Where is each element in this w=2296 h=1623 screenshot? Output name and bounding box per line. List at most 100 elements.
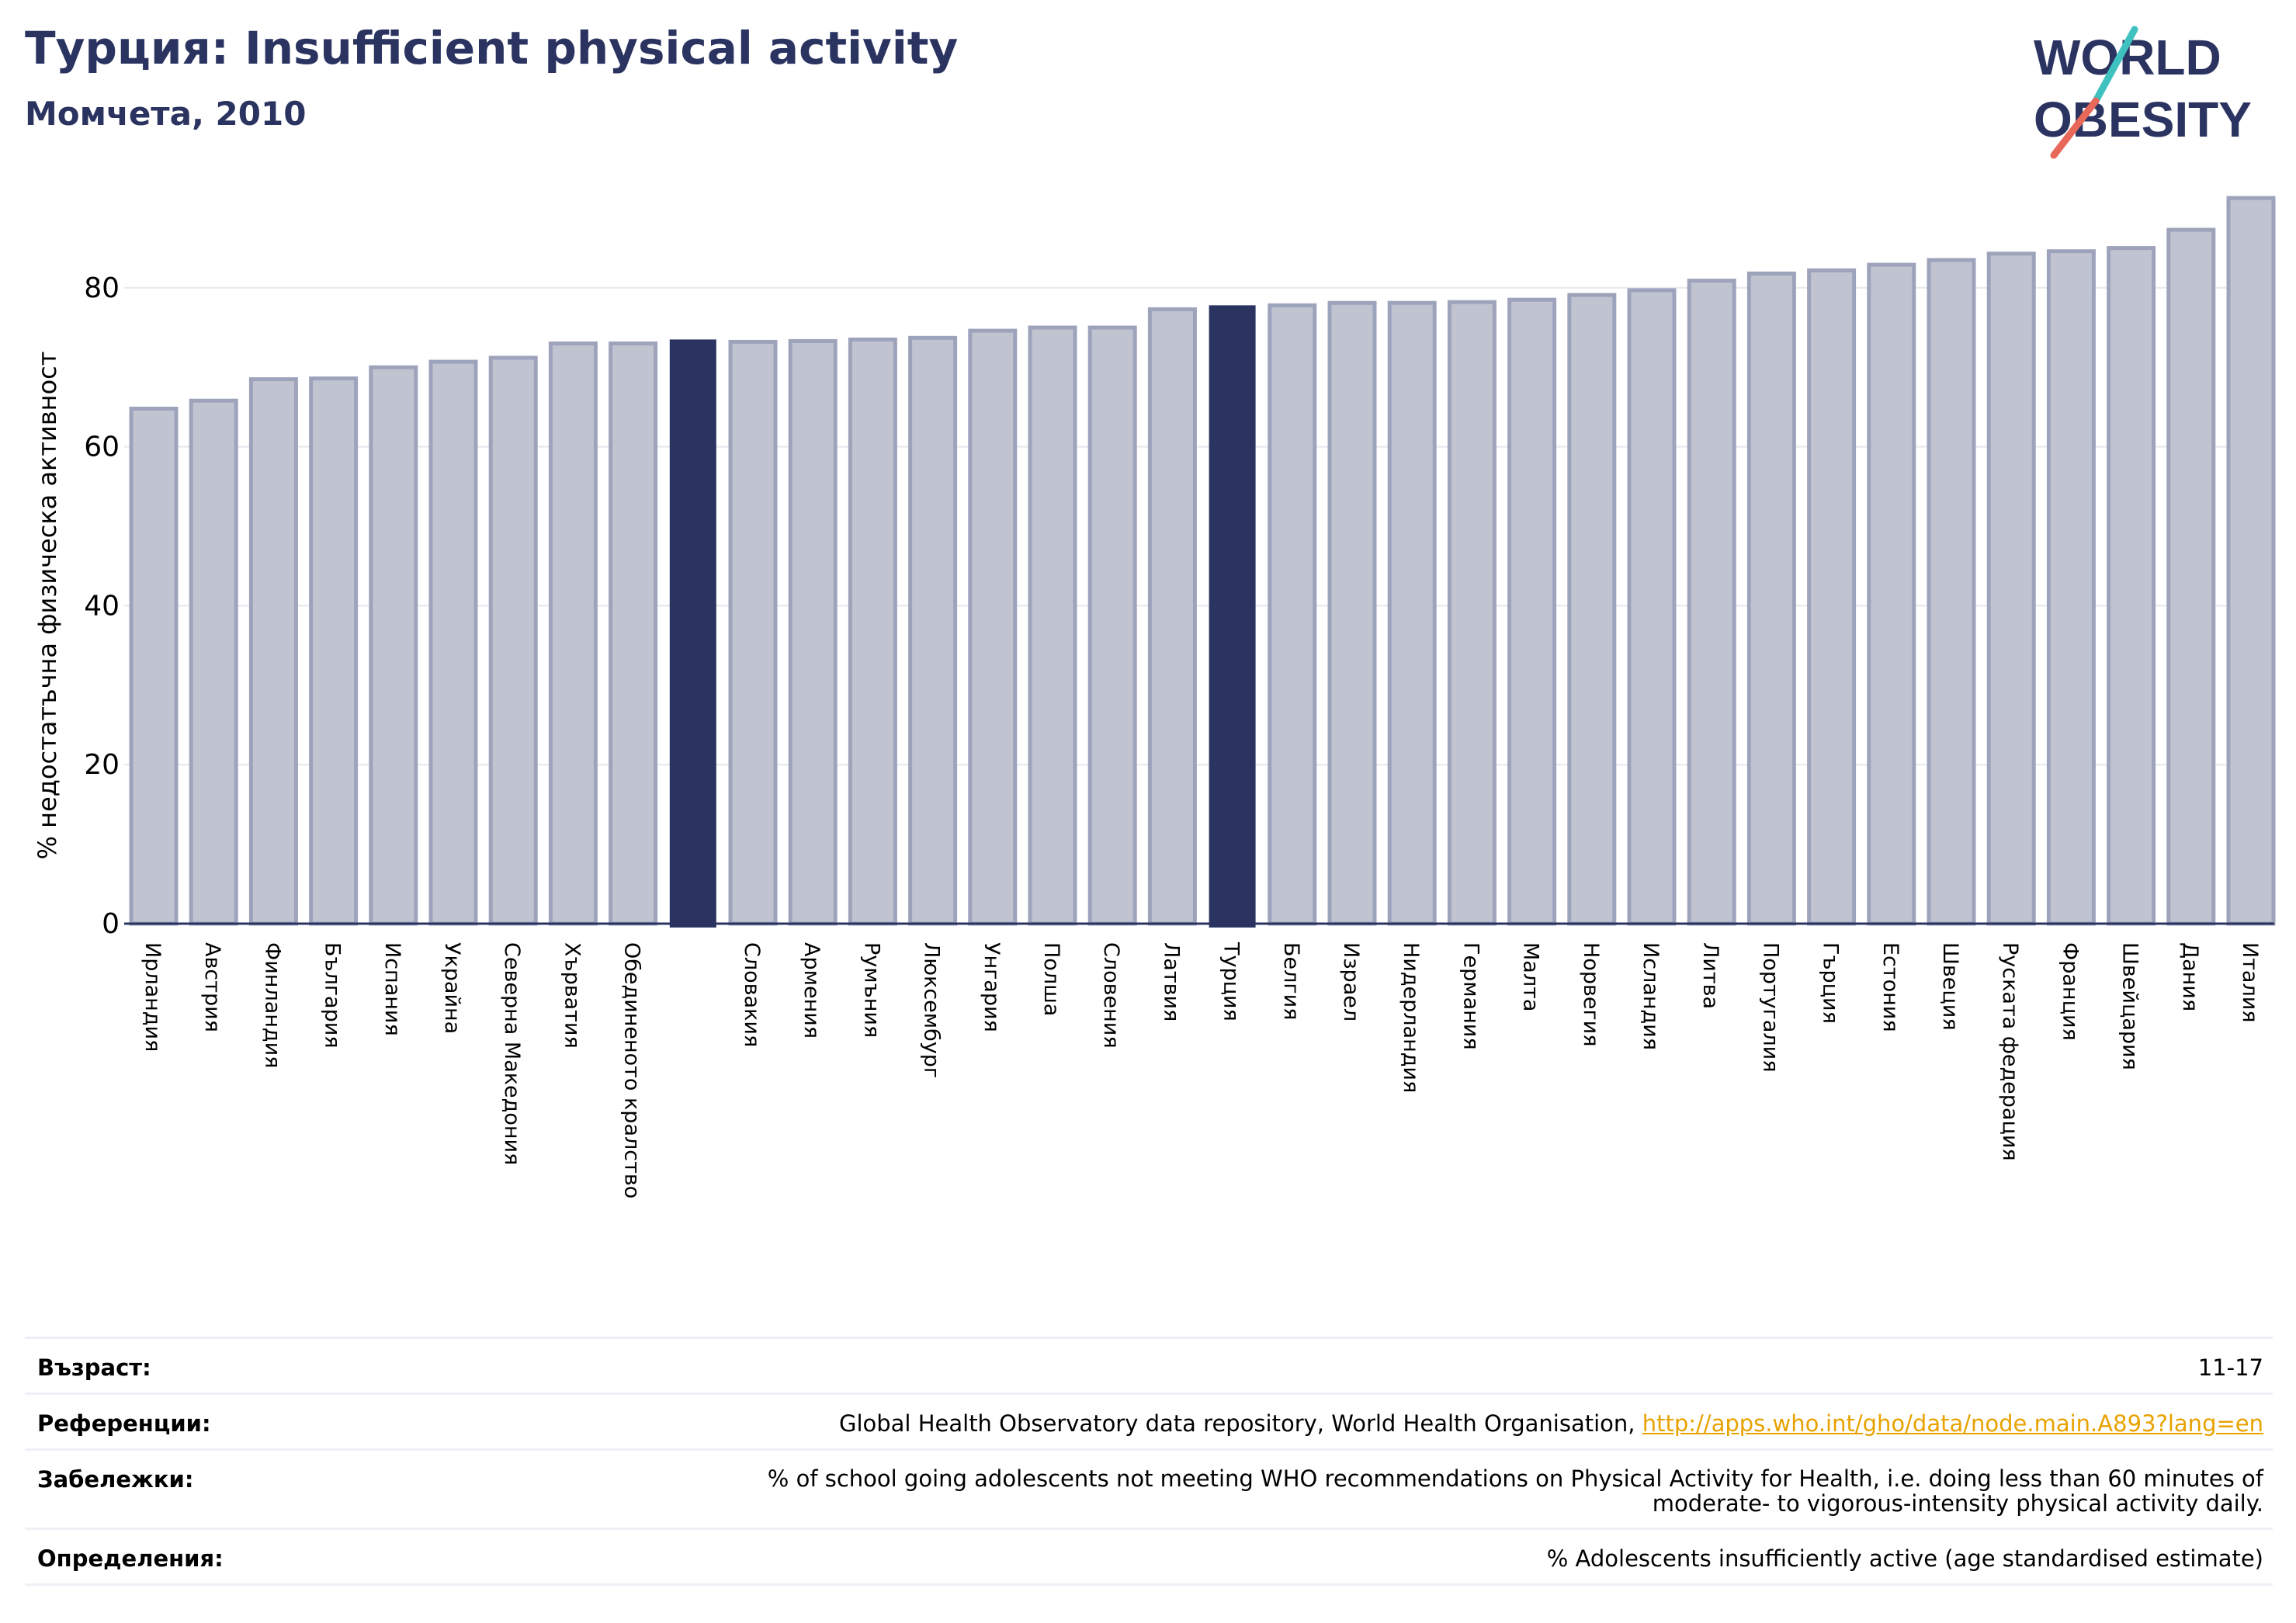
y-tick-label: 80 bbox=[84, 272, 120, 304]
notes-line-2: moderate- to vigorous-intensity physical… bbox=[1652, 1490, 2263, 1517]
bar bbox=[129, 406, 179, 926]
x-tick-label: Словакия bbox=[740, 942, 764, 1047]
bar bbox=[1927, 258, 1976, 926]
meta-table-bottom-border bbox=[25, 1583, 2273, 1586]
x-tick-label: Франция bbox=[2058, 942, 2082, 1041]
grid-lines bbox=[124, 286, 2274, 766]
x-tick-label: Швеция bbox=[1938, 942, 1962, 1031]
bar bbox=[1567, 293, 1617, 926]
bar bbox=[248, 377, 298, 926]
x-tick-label: Северна Македония bbox=[500, 942, 524, 1165]
x-tick-label: Дания bbox=[2178, 942, 2202, 1011]
bar bbox=[788, 338, 838, 926]
bar bbox=[488, 355, 538, 926]
bar bbox=[2046, 249, 2096, 926]
bar bbox=[908, 335, 958, 926]
logo-slash-coral bbox=[2050, 97, 2100, 159]
bar-highlighted bbox=[669, 339, 716, 928]
x-tick-label: Италия bbox=[2238, 942, 2262, 1023]
bar bbox=[1268, 303, 1317, 926]
meta-row-references: Референции: Global Health Observatory da… bbox=[25, 1392, 2273, 1449]
bar bbox=[2166, 227, 2216, 926]
x-tick-label: Естония bbox=[1878, 942, 1902, 1032]
x-tick-label: Обединеното кралство bbox=[620, 942, 644, 1198]
x-tick-label: Нидерландия bbox=[1399, 942, 1423, 1093]
bar bbox=[2226, 196, 2276, 926]
bar bbox=[1028, 325, 1077, 926]
bar bbox=[1147, 307, 1197, 926]
references-label: Референции: bbox=[37, 1410, 211, 1437]
x-tick-label: Литва bbox=[1698, 942, 1722, 1009]
bar-highlighted bbox=[1209, 305, 1256, 928]
x-tick-label: Армения bbox=[799, 942, 824, 1039]
x-tick-label: Белгия bbox=[1279, 942, 1303, 1020]
x-tick-label: Малта bbox=[1519, 942, 1543, 1011]
y-tick-label: 20 bbox=[84, 749, 120, 781]
notes-value: % of school going adolescents not meetin… bbox=[768, 1466, 2263, 1516]
x-tick-label: Румъния bbox=[859, 942, 883, 1038]
bar bbox=[1387, 300, 1437, 926]
bar bbox=[428, 359, 478, 926]
meta-row-notes: Забележки: % of school going adolescents… bbox=[25, 1448, 2273, 1528]
chart-title: Турция: Insufficient physical activity bbox=[25, 22, 959, 75]
bar bbox=[1447, 300, 1497, 926]
y-axis-label: % недостатъчна физическа активност bbox=[33, 352, 62, 860]
x-tick-label: Хърватия bbox=[560, 942, 584, 1049]
x-tick-label: Полша bbox=[1039, 942, 1063, 1016]
chart-subtitle: Момчета, 2010 bbox=[25, 95, 307, 133]
bar bbox=[968, 328, 1018, 926]
meta-row-definitions: Определения: % Adolescents insufficientl… bbox=[25, 1528, 2273, 1584]
x-tick-label: България bbox=[321, 942, 345, 1049]
x-tick-label: Португалия bbox=[1758, 942, 1782, 1072]
bar bbox=[548, 341, 598, 926]
bar bbox=[1507, 297, 1557, 926]
x-tick-label: Украйна bbox=[440, 942, 464, 1034]
bar bbox=[1087, 325, 1137, 926]
bar bbox=[1687, 279, 1736, 926]
axes: 0 20 40 60 80 Ирландия Австрия Финландия Българи… bbox=[84, 272, 2274, 1198]
x-tick-label: Турция bbox=[1219, 942, 1243, 1021]
x-tick-label: Гърция bbox=[1819, 942, 1843, 1024]
y-tick-label: 40 bbox=[84, 590, 120, 622]
x-tick-label: Унгария bbox=[980, 942, 1004, 1032]
x-tick-label: Руската федерация bbox=[1998, 942, 2022, 1161]
x-tick-label: Израел bbox=[1339, 942, 1363, 1021]
x-tick-label: Швейцария bbox=[2118, 942, 2142, 1070]
bars bbox=[129, 196, 2276, 928]
notes-line-1: % of school going adolescents not meetin… bbox=[767, 1465, 2263, 1492]
x-tick-label: Исландия bbox=[1639, 942, 1663, 1050]
x-tick-label: Австрия bbox=[200, 942, 224, 1032]
x-tick-label: Люксембург bbox=[920, 942, 944, 1078]
x-tick-label: Словения bbox=[1099, 942, 1123, 1049]
x-tick-label: Норвегия bbox=[1579, 942, 1603, 1046]
bar bbox=[1867, 262, 1916, 926]
y-tick-label: 60 bbox=[84, 432, 120, 463]
notes-label: Забележки: bbox=[37, 1466, 194, 1493]
meta-row-age: Възраст: 11-17 bbox=[25, 1337, 2273, 1393]
x-tick-label: Ирландия bbox=[140, 942, 165, 1052]
x-tick-label: Финландия bbox=[260, 942, 284, 1068]
bar bbox=[728, 339, 778, 926]
bar bbox=[1807, 268, 1857, 926]
y-tick-label: 0 bbox=[102, 908, 120, 940]
definitions-value: % Adolescents insufficiently active (age… bbox=[1546, 1545, 2263, 1572]
bar bbox=[189, 398, 238, 926]
references-link[interactable]: http://apps.who.int/gho/data/node.main.A… bbox=[1642, 1410, 2263, 1437]
definitions-label: Определения: bbox=[37, 1545, 224, 1572]
x-tick-label: Латвия bbox=[1159, 942, 1183, 1021]
bar bbox=[848, 337, 897, 926]
references-text: Global Health Observatory data repositor… bbox=[838, 1410, 1642, 1437]
bar bbox=[609, 341, 658, 926]
age-value: 11-17 bbox=[2197, 1354, 2263, 1381]
bar bbox=[1327, 300, 1377, 926]
bar bbox=[309, 376, 359, 926]
logo-slash-teal bbox=[2092, 26, 2138, 105]
bar bbox=[2107, 246, 2156, 926]
bar bbox=[1627, 288, 1677, 926]
bar bbox=[1986, 251, 2036, 926]
bar bbox=[1746, 271, 1796, 926]
x-tick-label: Германия bbox=[1458, 942, 1483, 1050]
age-label: Възраст: bbox=[37, 1354, 151, 1381]
references-value: Global Health Observatory data repositor… bbox=[839, 1410, 2263, 1437]
bar bbox=[369, 365, 418, 926]
